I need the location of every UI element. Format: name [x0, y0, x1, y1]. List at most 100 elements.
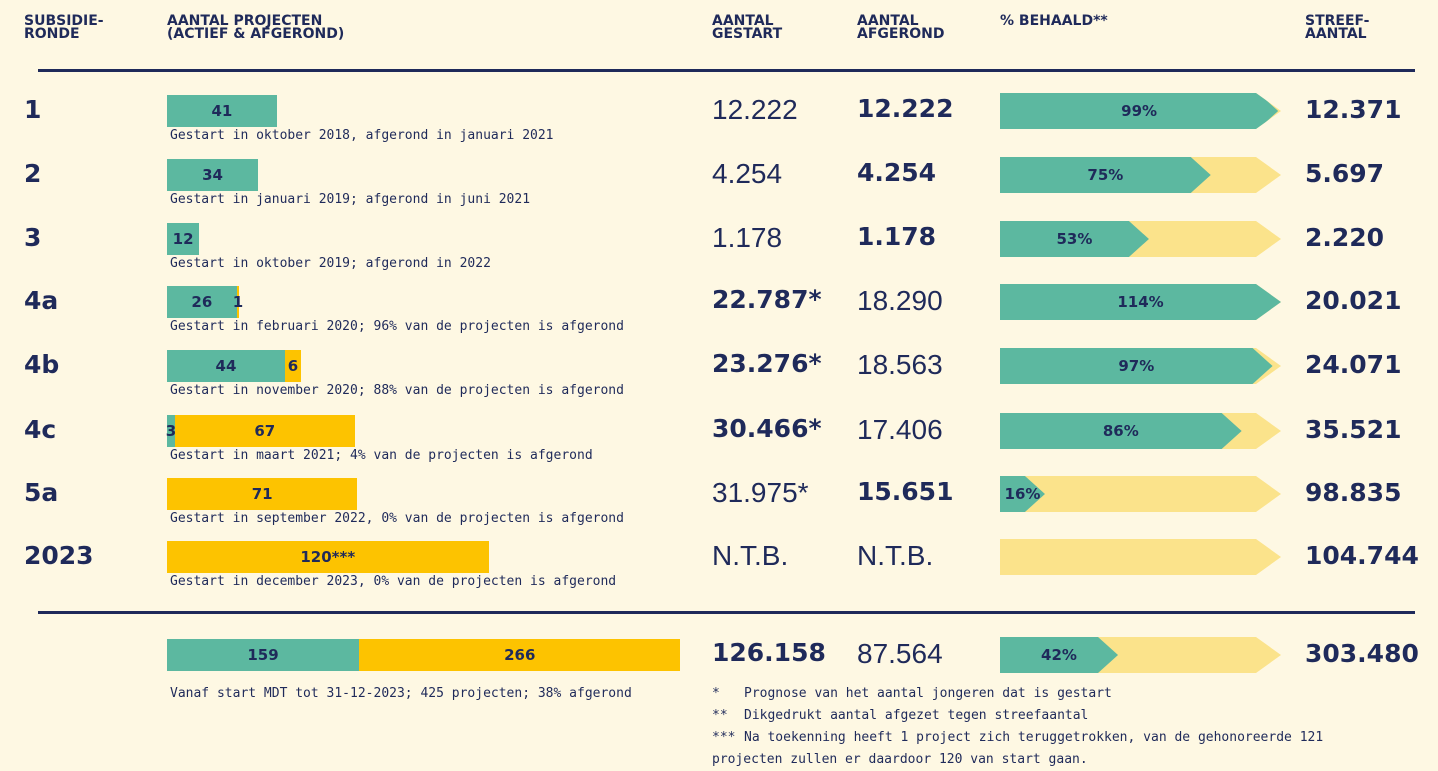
finished-value: 18.290	[857, 285, 943, 316]
target-value: 2.220	[1305, 223, 1385, 252]
started-value: 23.276*	[712, 349, 822, 378]
footnote: ** Dikgedrukt aantal afgezet tegen streef…	[712, 705, 1332, 727]
percent-label: 114%	[1117, 293, 1163, 311]
round-label: 4c	[24, 415, 57, 444]
column-header: AANTAL AFGEROND	[857, 13, 945, 42]
target-value: 35.521	[1305, 415, 1402, 444]
bar-caption: Gestart in januari 2019; afgerond in jun…	[170, 192, 531, 207]
bar-label: 41	[211, 102, 233, 120]
bar-caption: Gestart in september 2022, 0% van de pro…	[170, 511, 624, 526]
percent-label: 75%	[1087, 166, 1123, 184]
bar-segment	[167, 478, 358, 510]
started-value: 31.975*	[712, 477, 809, 508]
header-rule	[38, 69, 1415, 72]
bar-caption: Gestart in maart 2021; 4% van de project…	[170, 448, 593, 463]
bar-label: 120***	[300, 548, 356, 566]
bar-segment	[359, 639, 681, 671]
finished-value: 17.406	[857, 414, 943, 445]
bar-segment	[167, 95, 277, 127]
footnote-mark: **	[712, 708, 728, 723]
round-label: 5a	[24, 478, 59, 507]
bar-caption: Gestart in oktober 2019; afgerond in 202…	[170, 256, 491, 271]
percent-arrow: 16%	[1000, 476, 1281, 512]
percent-fill	[1000, 413, 1242, 449]
bar-segment	[167, 415, 176, 447]
percent-arrow: 53%	[1000, 221, 1281, 257]
target-value: 98.835	[1305, 478, 1402, 507]
bar-label: 67	[254, 422, 276, 440]
started-value: 126.158	[712, 638, 826, 667]
bar-segment	[284, 350, 301, 382]
percent-arrow: 75%	[1000, 157, 1281, 193]
bar-caption: Gestart in december 2023, 0% van de proj…	[170, 574, 617, 589]
column-header: AANTAL GESTART	[712, 13, 783, 42]
bar-segment	[167, 223, 200, 255]
percent-fill	[1000, 637, 1119, 673]
percent-arrow: 86%	[1000, 413, 1281, 449]
bar-segment	[167, 350, 285, 382]
round-label: 2023	[24, 541, 94, 570]
finished-value: 87.564	[857, 638, 943, 669]
bar-label: 159	[247, 646, 279, 664]
percent-arrow: 114%	[1000, 284, 1281, 320]
footnote-mark: *	[712, 686, 720, 701]
percent-label: 42%	[1041, 646, 1077, 664]
percent-fill	[1000, 93, 1279, 129]
bar-segment	[175, 415, 355, 447]
bar-label: 71	[251, 485, 273, 503]
footnote-text: Dikgedrukt aantal afgezet tegen streefaa…	[744, 708, 1089, 723]
finished-value: 4.254	[857, 158, 937, 187]
percent-arrow: 97%	[1000, 348, 1281, 384]
bar-segment	[167, 159, 259, 191]
bar-label: 3	[165, 422, 177, 440]
percent-fill	[1000, 348, 1273, 384]
bar-label: 12	[172, 230, 194, 248]
finished-value: 12.222	[857, 94, 954, 123]
bar-label: 34	[202, 166, 223, 184]
target-value: 24.071	[1305, 350, 1402, 379]
column-header: STREEF- AANTAL	[1305, 13, 1370, 42]
started-value: 30.466*	[712, 414, 822, 443]
bar-caption: Gestart in februari 2020; 96% van de pro…	[170, 319, 624, 334]
bar-segment	[167, 639, 360, 671]
bar-label: 1	[232, 293, 244, 311]
percent-fill	[1000, 157, 1211, 193]
percent-label: 53%	[1057, 230, 1093, 248]
column-header: % BEHAALD**	[1000, 13, 1108, 29]
footnote-text: Prognose van het aantal jongeren dat is …	[744, 686, 1112, 701]
footnote: *** Na toekenning heeft 1 project zich te…	[712, 727, 1332, 771]
finished-value: 15.651	[857, 477, 954, 506]
finished-value: 18.563	[857, 349, 943, 380]
target-value: 303.480	[1305, 639, 1419, 668]
bar-segment	[167, 541, 489, 573]
started-value: 4.254	[712, 158, 783, 189]
bar-caption: Gestart in oktober 2018, afgerond in jan…	[170, 128, 554, 143]
bar-label: 266	[504, 646, 536, 664]
finished-value: 1.178	[857, 222, 937, 251]
round-label: 4b	[24, 350, 60, 379]
total-rule	[38, 611, 1415, 614]
started-value: 22.787*	[712, 285, 822, 314]
target-value: 20.021	[1305, 286, 1402, 315]
bar-segment	[236, 286, 240, 318]
started-value: N.T.B.	[712, 540, 789, 571]
footnote: * Prognose van het aantal jongeren dat is…	[712, 683, 1332, 705]
percent-track	[1000, 476, 1281, 512]
bar-segment	[167, 286, 237, 318]
bar-caption: Gestart in november 2020; 88% van de pro…	[170, 383, 624, 398]
column-header: AANTAL PROJECTEN (ACTIEF & AFGEROND)	[167, 13, 345, 42]
percent-label: 99%	[1121, 102, 1157, 120]
percent-fill	[1000, 476, 1045, 512]
percent-fill	[1000, 221, 1149, 257]
round-label: 2	[24, 159, 42, 188]
target-value: 12.371	[1305, 95, 1402, 124]
percent-arrow	[1000, 539, 1281, 575]
target-value: 104.744	[1305, 541, 1419, 570]
bar-caption: Vanaf start MDT tot 31-12-2023; 425 proj…	[170, 686, 632, 701]
footnote-mark: ***	[712, 730, 736, 745]
bar-label: 44	[215, 357, 237, 375]
percent-track	[1000, 539, 1281, 575]
bar-label: 6	[287, 357, 299, 375]
percent-label: 16%	[1005, 485, 1041, 503]
